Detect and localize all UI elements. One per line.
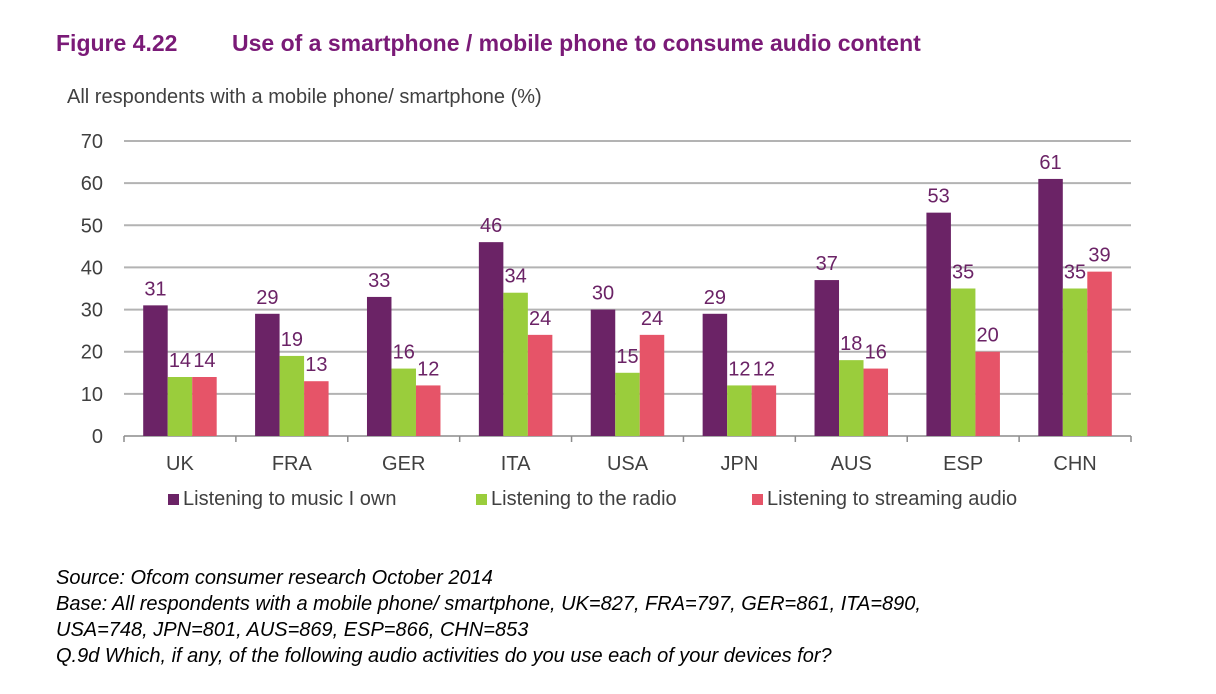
bar-aus-series-3 — [863, 368, 889, 436]
data-label: 12 — [753, 358, 775, 380]
x-tick-label: UK — [166, 453, 194, 475]
bar-esp-series-1 — [926, 212, 951, 436]
data-label: 12 — [417, 358, 439, 380]
figure-number: Figure 4.22 — [56, 30, 178, 56]
bar-ita-series-2 — [503, 292, 528, 436]
data-label: 30 — [592, 283, 614, 305]
y-tick-label: 20 — [81, 342, 103, 364]
bar-esp-series-2 — [950, 288, 976, 436]
data-label: 12 — [728, 358, 750, 380]
data-label: 35 — [952, 262, 974, 284]
data-label: 53 — [928, 186, 950, 208]
y-tick-label: 0 — [92, 426, 103, 448]
x-tick-label: USA — [607, 453, 649, 475]
x-tick-label: FRA — [272, 453, 313, 475]
bar-chn-series-3 — [1087, 271, 1112, 436]
bar-fra-series-1 — [255, 313, 280, 436]
bar-ger-series-2 — [391, 368, 416, 436]
data-label: 46 — [480, 215, 502, 237]
y-tick-label: 30 — [81, 300, 103, 322]
bar-uk-series-3 — [192, 377, 217, 436]
figure-caption: Use of a smartphone / mobile phone to co… — [232, 30, 921, 56]
data-label: 24 — [529, 308, 551, 330]
data-label: 18 — [840, 333, 862, 355]
bar-chn-series-1 — [1038, 178, 1063, 436]
bar-fra-series-3 — [304, 381, 329, 436]
legend-swatch — [476, 494, 487, 505]
x-tick-label: ESP — [943, 453, 983, 475]
data-label: 33 — [368, 270, 390, 292]
x-tick-label: JPN — [720, 453, 758, 475]
data-label: 29 — [704, 287, 726, 309]
bar-jpn-series-3 — [751, 385, 777, 436]
data-label: 20 — [977, 325, 999, 347]
legend-label: Listening to music I own — [183, 488, 396, 510]
data-label: 24 — [641, 308, 663, 330]
data-label: 61 — [1039, 152, 1061, 174]
bar-usa-series-1 — [590, 309, 616, 436]
data-label: 34 — [504, 266, 526, 288]
bar-jpn-series-1 — [702, 313, 728, 436]
y-tick-label: 50 — [81, 215, 103, 237]
data-label: 37 — [816, 253, 838, 275]
bar-ita-series-1 — [478, 242, 504, 436]
data-label: 16 — [393, 342, 415, 364]
bar-ger-series-1 — [366, 296, 392, 436]
legend-label: Listening to the radio — [491, 488, 677, 510]
chart-notes: Source: Ofcom consumer research October … — [56, 565, 1196, 669]
data-label: 19 — [281, 329, 303, 351]
x-tick-label: ITA — [501, 453, 531, 475]
data-label: 39 — [1088, 245, 1110, 267]
bar-jpn-series-2 — [727, 385, 752, 436]
data-label: 14 — [193, 350, 215, 372]
bar-uk-series-2 — [167, 377, 193, 436]
source-note: Source: Ofcom consumer research October … — [56, 567, 493, 589]
bar-fra-series-2 — [279, 355, 305, 436]
base-note-line-1: Base: All respondents with a mobile phon… — [56, 593, 921, 615]
question-note: Q.9d Which, if any, of the following aud… — [56, 645, 832, 667]
legend-swatch — [752, 494, 763, 505]
data-label: 16 — [865, 342, 887, 364]
data-label: 14 — [169, 350, 191, 372]
chart-y-label: All respondents with a mobile phone/ sma… — [67, 86, 542, 108]
base-note-line-2: USA=748, JPN=801, AUS=869, ESP=866, CHN=… — [56, 619, 529, 641]
data-label: 15 — [616, 346, 638, 368]
legend-swatch — [168, 494, 179, 505]
y-tick-label: 60 — [81, 173, 103, 195]
y-tick-label: 10 — [81, 384, 103, 406]
bar-ger-series-3 — [415, 385, 441, 436]
figure-title: Figure 4.22 Use of a smartphone / mobile … — [56, 30, 921, 57]
x-tick-label: GER — [382, 453, 425, 475]
data-label: 13 — [305, 354, 327, 376]
bar-usa-series-3 — [639, 334, 665, 436]
x-tick-label: CHN — [1053, 453, 1096, 475]
legend-label: Listening to streaming audio — [767, 488, 1017, 510]
data-label: 29 — [256, 287, 278, 309]
bar-ita-series-3 — [527, 334, 553, 436]
data-label: 31 — [144, 278, 166, 300]
y-tick-label: 40 — [81, 257, 103, 279]
bar-uk-series-1 — [143, 305, 168, 436]
bar-aus-series-1 — [814, 280, 840, 436]
bar-esp-series-3 — [975, 351, 1000, 436]
bar-usa-series-2 — [615, 372, 640, 436]
y-tick-label: 70 — [81, 131, 103, 153]
bar-chn-series-2 — [1062, 288, 1088, 436]
x-tick-label: AUS — [831, 453, 872, 475]
bar-aus-series-2 — [839, 360, 864, 436]
data-label: 35 — [1064, 262, 1086, 284]
